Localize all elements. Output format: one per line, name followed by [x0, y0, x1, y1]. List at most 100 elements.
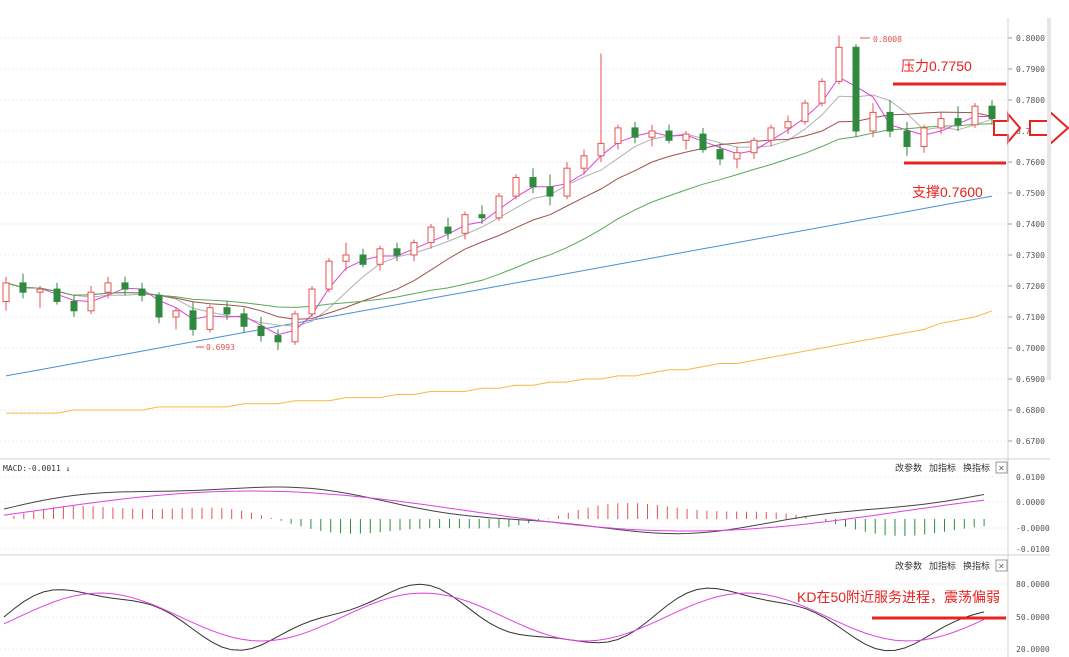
candlesticks — [2, 35, 996, 351]
bull-candle — [172, 310, 180, 318]
bull-candle — [784, 121, 792, 129]
bear-candle — [138, 288, 146, 296]
bull-candle — [206, 307, 214, 330]
bull-candle — [325, 260, 333, 290]
macd-close-icon: ✕ — [998, 464, 1005, 473]
bull-candle — [733, 152, 741, 160]
bear-candle — [359, 254, 367, 265]
bear-candle — [223, 307, 231, 315]
price-tick-label: 0.6800 — [1016, 406, 1045, 415]
bear-candle — [444, 226, 452, 234]
bear-candle — [70, 301, 78, 312]
macd-switch-indicator-button[interactable]: 换指标 — [963, 462, 990, 473]
price-panel-background — [0, 18, 1006, 460]
macd-dif-line — [3, 486, 985, 535]
macd-params-button[interactable]: 改参数 — [895, 462, 922, 473]
bull-candle — [614, 127, 622, 144]
bull-candle — [291, 313, 299, 343]
bull-candle — [376, 248, 384, 265]
bear-candle — [274, 335, 282, 343]
price-tick-label: 0.7100 — [1016, 313, 1045, 322]
price-tick-label: 0.6900 — [1016, 375, 1045, 384]
support-label: 支撑0.7600 — [912, 184, 983, 200]
price-tick-label: 0.6700 — [1016, 437, 1045, 446]
bull-candle — [801, 102, 809, 123]
high-marker-label: 0.8008 — [873, 35, 902, 44]
macd-close-button[interactable] — [995, 461, 1008, 474]
bull-candle — [342, 254, 350, 262]
bull-candle — [308, 288, 316, 315]
price-panel: 0.80000.79000.78000.77000.76000.75000.74… — [0, 18, 1069, 460]
bull-candle — [767, 127, 775, 141]
kd-close-icon: ✕ — [998, 562, 1005, 571]
bull-candle — [36, 288, 44, 293]
price-tick-label: 0.7200 — [1016, 282, 1045, 291]
macd-add-indicator-button[interactable]: 加指标 — [929, 462, 956, 473]
bull-candle — [920, 127, 928, 148]
bull-candle — [87, 291, 95, 312]
bull-candle — [2, 282, 10, 302]
right-scrollbar[interactable] — [1047, 18, 1051, 380]
bear-candle — [699, 133, 707, 151]
kd-panel: 改参数 加指标 换指标 ✕ 80.0000 50.0000 20.0000 KD在5… — [0, 554, 1050, 654]
price-tick-label: 0.7000 — [1016, 344, 1045, 353]
kd-params-button[interactable]: 改参数 — [895, 560, 922, 571]
macd-grid — [0, 476, 1006, 550]
bear-candle — [529, 177, 537, 188]
moving-average-line — [5, 123, 993, 308]
bull-candle — [835, 46, 843, 82]
macd-dea-line — [3, 490, 985, 532]
kd-switch-indicator-button[interactable]: 换指标 — [963, 560, 990, 571]
resistance-label: 压力0.7750 — [901, 58, 972, 74]
price-tick-label: 0.7900 — [1016, 65, 1045, 74]
bear-candle — [257, 325, 265, 337]
bull-candle — [104, 282, 112, 293]
bear-candle — [631, 127, 639, 138]
price-tick-label: 0.7400 — [1016, 220, 1045, 229]
bear-candle — [53, 288, 61, 303]
bear-candle — [393, 248, 401, 256]
bear-candle — [546, 186, 554, 197]
bull-candle — [410, 242, 418, 256]
macd-axis: 0.0100 0.0000 -0.0000 -0.0100 — [1016, 473, 1050, 554]
high-marker: 0.8008 — [860, 35, 902, 44]
kd-d-line — [3, 592, 985, 642]
macd-tick-label: -0.0000 — [1016, 524, 1050, 533]
bull-candle — [512, 177, 520, 197]
bull-candle — [750, 139, 758, 154]
macd-tick-label: 0.0100 — [1016, 473, 1045, 482]
price-tick-label: 0.7500 — [1016, 189, 1045, 198]
kd-close-button[interactable] — [995, 559, 1008, 572]
moving-average-line — [5, 195, 993, 377]
bear-candle — [903, 130, 911, 147]
bear-candle — [155, 294, 163, 318]
price-tick-label: 0.7800 — [1016, 96, 1045, 105]
bear-candle — [665, 130, 673, 141]
macd-tick-label: 0.0000 — [1016, 498, 1045, 507]
price-tick-label: 0.7600 — [1016, 158, 1045, 167]
macd-label: MACD:-0.0011 ↓ — [3, 464, 70, 473]
kd-annotation: KD在50附近服务进程，震荡偏弱 — [797, 589, 1000, 605]
bull-candle — [869, 111, 877, 132]
kd-tick-label: 50.0000 — [1016, 613, 1050, 622]
bear-candle — [19, 282, 27, 293]
kd-k-line — [3, 583, 985, 652]
macd-histogram — [13, 503, 985, 536]
bear-candle — [189, 310, 197, 330]
kd-tick-label: 80.0000 — [1016, 580, 1050, 589]
bull-candle — [648, 130, 656, 138]
price-axis: 0.80000.79000.78000.77000.76000.75000.74… — [1008, 34, 1045, 446]
low-marker: 0.6993 — [196, 343, 235, 352]
moving-average-line — [5, 111, 993, 320]
bull-candle — [818, 80, 826, 104]
price-tick-label: 0.7300 — [1016, 251, 1045, 260]
bear-candle — [478, 214, 486, 219]
kd-axis: 80.0000 50.0000 20.0000 — [1016, 580, 1050, 654]
bear-candle — [954, 118, 962, 126]
kd-add-indicator-button[interactable]: 加指标 — [929, 560, 956, 571]
bear-candle — [240, 313, 248, 327]
bull-candle — [682, 133, 690, 141]
bear-candle — [716, 149, 724, 160]
bull-candle — [495, 195, 503, 219]
